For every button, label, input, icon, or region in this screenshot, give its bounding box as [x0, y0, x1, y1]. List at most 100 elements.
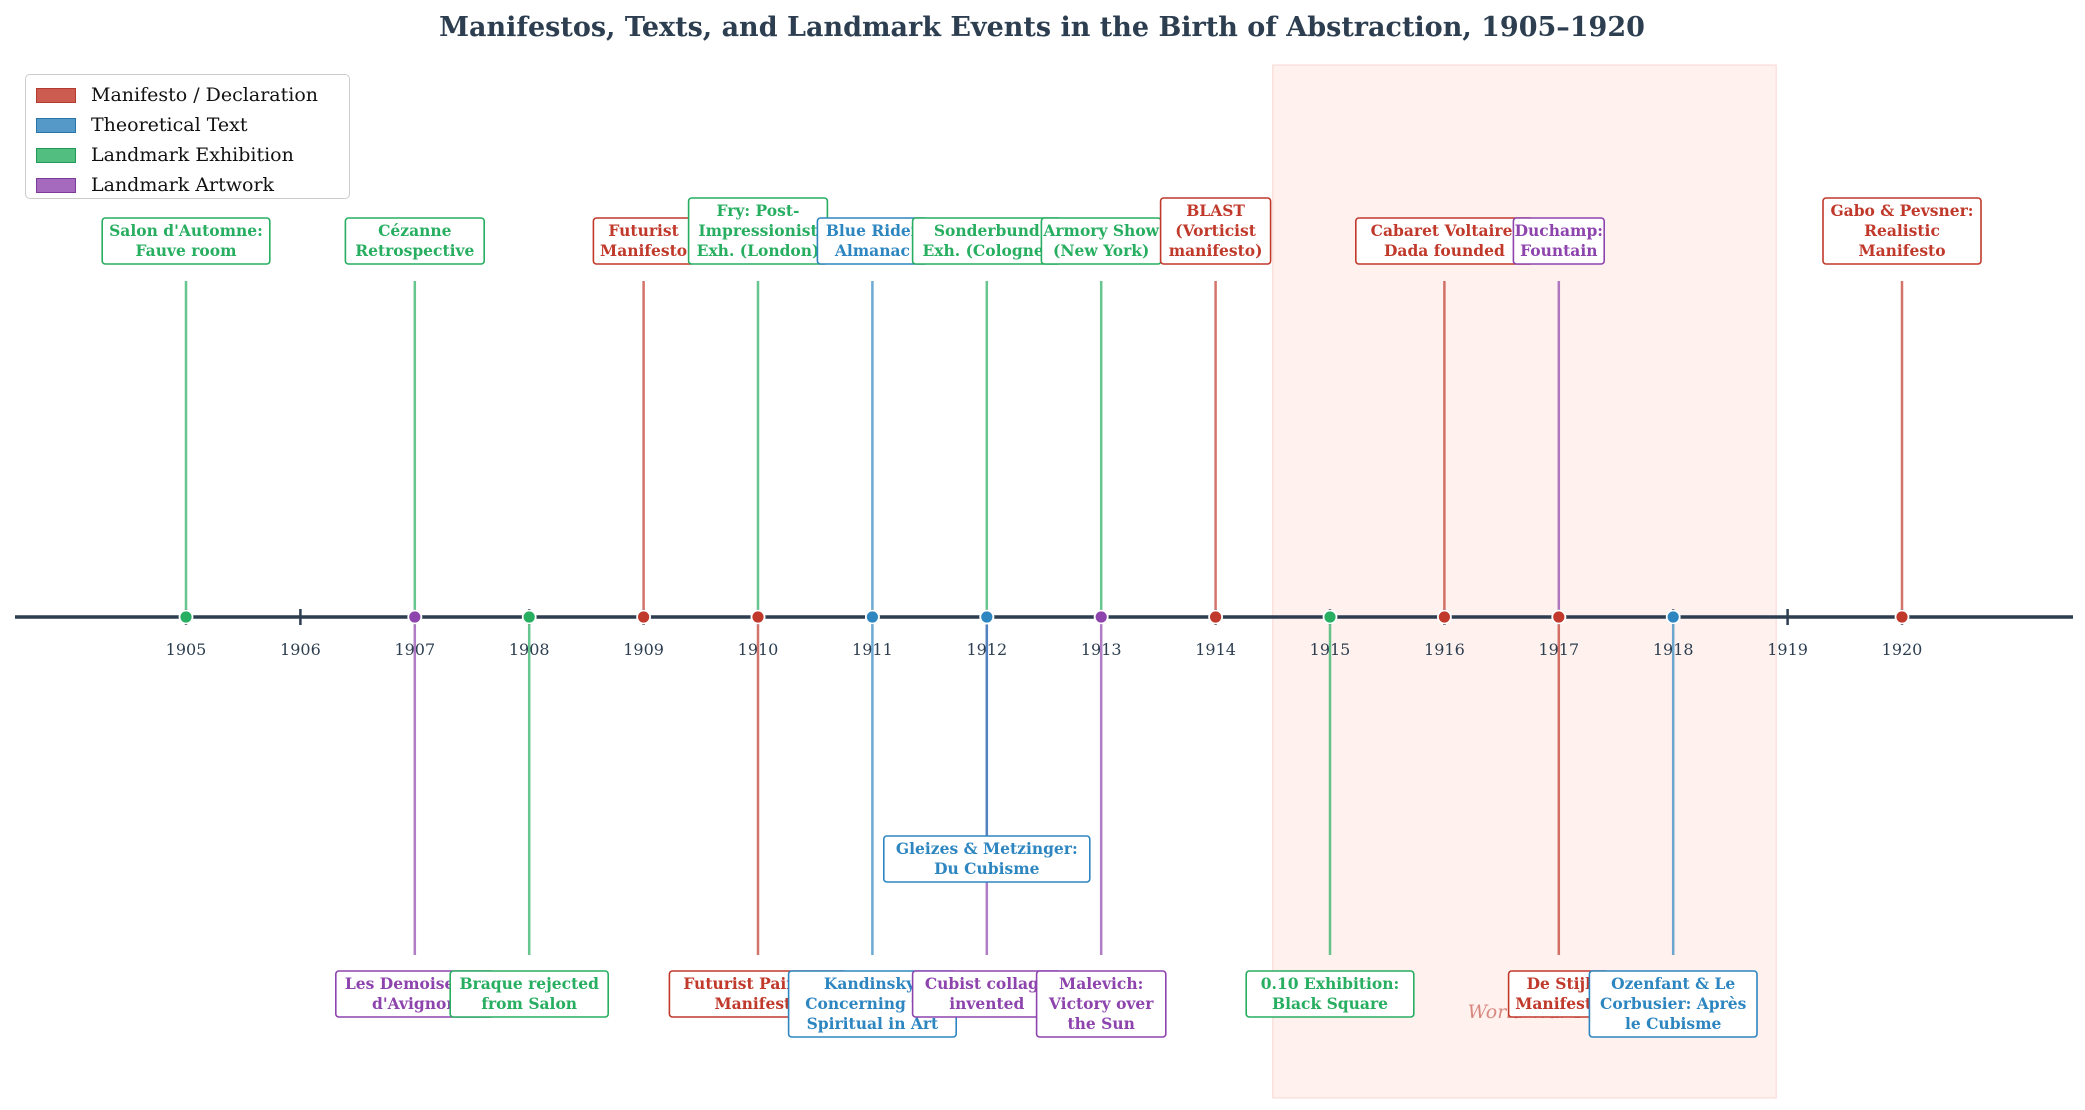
event-label-line: (New York) [1053, 241, 1149, 260]
tick-label: 1905 [166, 640, 207, 659]
event-label-line: Gleizes & Metzinger: [896, 839, 1078, 858]
event-label-box [449, 970, 610, 1018]
event-label-line: Concerning the [805, 994, 939, 1013]
legend: Manifesto / Declaration Theoretical Text… [25, 74, 350, 199]
event-label-line: BLAST [1186, 201, 1245, 220]
event-marker [865, 609, 880, 625]
event-label-line: Exh. (Cologne) [922, 241, 1051, 260]
event-label: De Stijl Manifesto [1515, 974, 1602, 1013]
legend-swatch-text [36, 117, 76, 133]
legend-swatch-exhibition [36, 147, 76, 163]
event-label-line: Manifesto [1515, 994, 1602, 1013]
event-label-line: Cézanne [378, 221, 452, 240]
event-label-line: Spiritual in Art [807, 1014, 939, 1033]
event-label-line: Armory Show [1042, 221, 1159, 240]
event-marker [1322, 609, 1338, 625]
event-label-line: Manifesto [714, 994, 801, 1013]
event-marker [1894, 609, 1910, 625]
event-label: BLAST (Vorticist manifesto) [1169, 201, 1263, 260]
tick-label: 1909 [623, 640, 664, 659]
event-marker [1437, 609, 1452, 625]
event-label-line: Corbusier: Après [1600, 994, 1747, 1013]
event-label-line: Fauve room [136, 241, 238, 260]
event-marker [1208, 609, 1223, 625]
event-label-line: Manifesto [600, 241, 687, 260]
event-marker [1093, 609, 1109, 625]
event-label-line: Realistic [1864, 221, 1940, 240]
event-label-line: Blue Rider [826, 221, 920, 240]
event-label-line: Fountain [1520, 241, 1597, 260]
event-label-line: d'Avignon [372, 994, 458, 1013]
event-label: Cézanne Retrospective [355, 221, 474, 260]
tick-label: 1914 [1195, 640, 1236, 659]
event-label: Cubist collage invented [925, 974, 1049, 1013]
event-label-line: invented [949, 994, 1024, 1013]
event-label-line: Dada founded [1384, 241, 1505, 260]
event-marker [521, 609, 537, 625]
chart-title: Manifestos, Texts, and Landmark Events i… [439, 12, 1645, 43]
event-label-line: Du Cubisme [934, 859, 1040, 878]
event-label: Salon d'Automne: Fauve room [109, 221, 263, 260]
event-label: 0.10 Exhibition: Black Square [1261, 974, 1399, 1013]
event-label-line: Sonderbund [934, 221, 1040, 240]
event-label: Ozenfant & Le Corbusier: Après le Cubisme [1600, 974, 1747, 1033]
event-label-line: Cubist collage [925, 974, 1049, 993]
tick-label: 1919 [1767, 640, 1808, 659]
event-marker [1665, 609, 1681, 625]
event-marker [979, 609, 995, 625]
tick-label: 1906 [280, 640, 321, 659]
event-label-line: Almanac [834, 241, 910, 260]
legend-label-manifesto: Manifesto / Declaration [91, 84, 318, 106]
legend-item-artwork: Landmark Artwork [36, 170, 339, 200]
event-label-line: Ozenfant & Le [1611, 974, 1735, 993]
legend-item-manifesto: Manifesto / Declaration [36, 80, 339, 110]
tick-label: 1916 [1424, 640, 1465, 659]
event-label-line: Impressionist [698, 221, 818, 240]
legend-label-text: Theoretical Text [91, 114, 248, 136]
event-label-line: 0.10 Exhibition: [1261, 974, 1399, 993]
legend-item-text: Theoretical Text [36, 110, 339, 140]
legend-label-exhibition: Landmark Exhibition [91, 144, 294, 166]
event-label: Gleizes & Metzinger: Du Cubisme [896, 839, 1078, 878]
legend-swatch-manifesto [36, 87, 76, 103]
event-label-line: Kandinsky: [824, 974, 921, 993]
tick-label: 1920 [1882, 640, 1923, 659]
event-label-box [344, 217, 485, 265]
event-marker [750, 609, 766, 625]
event-marker [1551, 609, 1567, 625]
event-label-line: Futurist [608, 221, 679, 240]
event-label: Blue Rider Almanac [826, 221, 920, 260]
event-marker [407, 609, 423, 625]
event-label-line: Retrospective [355, 241, 474, 260]
event-label-line: manifesto) [1169, 241, 1263, 260]
event-label-line: the Sun [1067, 1014, 1134, 1033]
event-label-line: Victory over [1048, 994, 1154, 1013]
event-label-line: Exh. (London) [697, 241, 820, 260]
event-label-line: (Vorticist [1175, 221, 1257, 240]
event-label: Malevich: Victory over the Sun [1048, 974, 1154, 1033]
event-label-line: Cabaret Voltaire: [1371, 221, 1519, 240]
event-label-line: Black Square [1272, 994, 1388, 1013]
event-label: Armory Show (New York) [1042, 221, 1159, 260]
event-label-box [882, 835, 1091, 883]
event-label-line: Braque rejected [459, 974, 599, 993]
legend-swatch-artwork [36, 177, 76, 193]
event-label: Sonderbund Exh. (Cologne) [922, 221, 1051, 260]
event-label-line: Fry: Post- [717, 201, 800, 220]
event-label: Gabo & Pevsner: Realistic Manifesto [1830, 201, 1973, 260]
event-label-box [1822, 197, 1982, 265]
event-label-box [1588, 970, 1758, 1038]
event-label: Duchamp: Fountain [1515, 221, 1603, 260]
event-label-line: De Stijl [1527, 974, 1592, 993]
event-label-box [1512, 217, 1606, 265]
event-marker [178, 609, 194, 625]
legend-label-artwork: Landmark Artwork [91, 174, 275, 196]
event-label: Braque rejected from Salon [459, 974, 599, 1013]
event-label: Fry: Post-Impressionist Exh. (London) [697, 201, 820, 260]
event-label-box [1035, 970, 1167, 1038]
event-label: Cabaret Voltaire: Dada founded [1371, 221, 1519, 260]
event-label-line: from Salon [481, 994, 577, 1013]
event-label-box [1245, 970, 1415, 1018]
event-label-line: Manifesto [1858, 241, 1945, 260]
